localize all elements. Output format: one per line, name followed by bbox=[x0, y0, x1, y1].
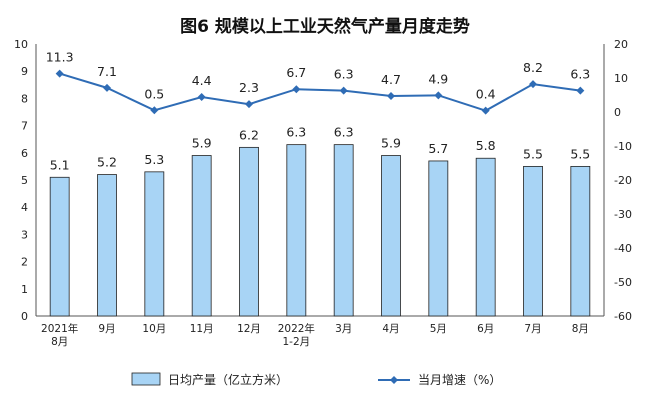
line-data-label: 11.3 bbox=[46, 50, 74, 65]
legend-line-label: 当月增速（%） bbox=[418, 373, 501, 387]
x-tick-label: 2022年 bbox=[278, 322, 315, 335]
right-tick-label: 20 bbox=[614, 38, 628, 51]
x-tick-label: 1-2月 bbox=[283, 336, 311, 348]
line-data-label: 2.3 bbox=[239, 80, 259, 95]
bar-data-label: 5.7 bbox=[428, 141, 448, 156]
right-tick-label: -20 bbox=[614, 174, 632, 187]
right-tick-label: 10 bbox=[614, 72, 628, 85]
x-tick-label: 2021年 bbox=[41, 322, 78, 335]
right-tick-label: 0 bbox=[614, 106, 621, 119]
growth-point bbox=[387, 92, 395, 101]
line-data-label: 6.3 bbox=[570, 67, 590, 82]
bar bbox=[191, 155, 212, 317]
bar-data-label: 5.9 bbox=[192, 136, 212, 151]
bar-data-label: 5.5 bbox=[570, 146, 590, 161]
growth-line bbox=[59, 72, 581, 112]
right-tick-label: -50 bbox=[614, 276, 632, 289]
legend-bar-swatch bbox=[131, 372, 161, 386]
left-tick-label: 10 bbox=[14, 38, 28, 51]
chart-title: 图6 规模以上工业天然气产量月度走势 bbox=[180, 17, 470, 37]
bar bbox=[286, 144, 307, 317]
left-tick-label: 3 bbox=[21, 228, 28, 241]
line-data-label: 4.9 bbox=[428, 71, 448, 86]
bar-data-label: 6.2 bbox=[239, 127, 259, 142]
line-data-label: 4.7 bbox=[381, 72, 401, 87]
bar bbox=[428, 160, 449, 317]
bar bbox=[570, 165, 591, 317]
line-data-label: 4.4 bbox=[192, 73, 212, 88]
x-tick-label: 6月 bbox=[477, 323, 494, 335]
right-tick-label: -10 bbox=[614, 140, 632, 153]
bar bbox=[49, 176, 70, 317]
legend-bar-label: 日均产量（亿立方米） bbox=[168, 372, 288, 387]
left-tick-label: 1 bbox=[21, 283, 28, 296]
bar bbox=[523, 165, 543, 317]
x-tick-label: 7月 bbox=[524, 323, 541, 335]
line-data-label: 6.3 bbox=[334, 67, 354, 82]
line-data-label: 6.7 bbox=[286, 65, 306, 80]
left-tick-label: 0 bbox=[21, 310, 28, 323]
x-tick-label: 9月 bbox=[98, 323, 115, 335]
growth-point bbox=[103, 83, 111, 92]
bar-data-label: 6.3 bbox=[334, 125, 354, 140]
left-tick-label: 9 bbox=[21, 65, 28, 78]
bar-data-label: 5.8 bbox=[476, 138, 496, 153]
growth-point bbox=[245, 100, 253, 109]
bar-data-label: 5.1 bbox=[50, 157, 70, 172]
bar bbox=[239, 146, 259, 317]
growth-point bbox=[339, 86, 348, 95]
x-tick-label: 5月 bbox=[430, 323, 447, 335]
x-tick-label: 4月 bbox=[382, 323, 399, 335]
x-tick-label: 8月 bbox=[572, 323, 589, 335]
x-tick-label: 12月 bbox=[237, 323, 261, 335]
x-tick-label: 10月 bbox=[142, 323, 166, 335]
left-tick-label: 6 bbox=[21, 147, 28, 160]
bar-data-label: 5.2 bbox=[97, 155, 117, 170]
growth-point bbox=[434, 91, 443, 100]
growth-point bbox=[529, 80, 537, 89]
bar-data-label: 6.3 bbox=[286, 125, 306, 140]
bar bbox=[475, 157, 496, 317]
x-tick-label: 3月 bbox=[335, 323, 352, 335]
growth-point bbox=[55, 69, 64, 78]
growth-point bbox=[150, 106, 159, 115]
right-tick-label: -40 bbox=[614, 242, 632, 255]
line-data-label: 7.1 bbox=[97, 64, 117, 79]
left-tick-label: 8 bbox=[21, 92, 28, 105]
left-tick-label: 7 bbox=[21, 120, 28, 133]
growth-point bbox=[292, 85, 301, 94]
right-tick-label: -60 bbox=[614, 310, 632, 323]
bar-data-label: 5.5 bbox=[523, 146, 543, 161]
left-tick-label: 4 bbox=[21, 201, 28, 214]
line-data-label: 8.2 bbox=[523, 60, 543, 75]
bar-data-label: 5.9 bbox=[381, 136, 401, 151]
growth-point bbox=[197, 93, 206, 102]
line-data-label: 0.4 bbox=[476, 87, 496, 102]
growth-point bbox=[576, 86, 585, 95]
left-tick-label: 5 bbox=[21, 174, 28, 187]
x-tick-label: 8月 bbox=[51, 336, 68, 348]
line-data-label: 0.5 bbox=[144, 86, 164, 101]
x-tick-label: 11月 bbox=[190, 323, 214, 335]
bar bbox=[381, 155, 401, 317]
left-tick-label: 2 bbox=[21, 256, 28, 269]
bar bbox=[144, 171, 165, 317]
growth-point bbox=[481, 106, 490, 115]
right-tick-label: -30 bbox=[614, 208, 632, 221]
bar-data-label: 5.3 bbox=[144, 152, 164, 167]
legend-line-marker bbox=[390, 376, 398, 384]
bar bbox=[97, 174, 117, 317]
bar bbox=[333, 144, 354, 317]
